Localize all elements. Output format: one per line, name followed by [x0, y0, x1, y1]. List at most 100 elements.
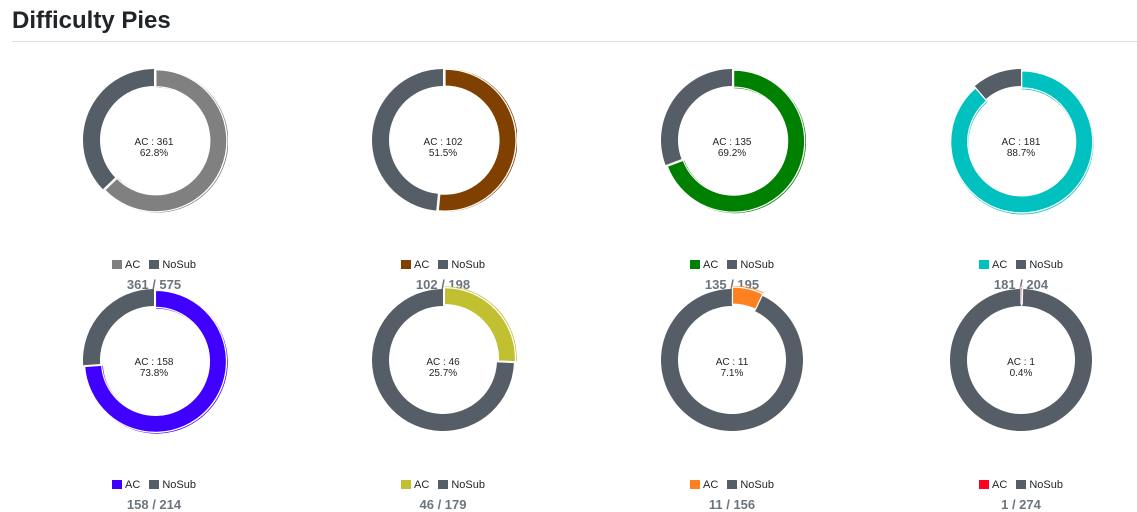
legend-item-nosub[interactable]: NoSub [1016, 479, 1063, 491]
solved-count: 46 / 179 [419, 497, 467, 512]
legend-label-nosub: NoSub [1029, 479, 1063, 491]
difficulty-pie-7: AC : 11 7.1% AC NoSub 11 / 156 [622, 286, 842, 512]
page-title: Difficulty Pies [12, 7, 171, 34]
legend-swatch-ac [401, 480, 411, 489]
donut-chart: AC : 361 62.8% [83, 69, 228, 213]
donut-slice-ac[interactable] [437, 68, 517, 212]
legend-item-nosub[interactable]: NoSub [727, 259, 774, 271]
donut-slice-ac[interactable] [84, 289, 228, 433]
donut-slice-ac[interactable] [666, 69, 806, 213]
difficulty-pie-4: AC : 181 88.7% AC NoSub 181 / 204 [911, 66, 1131, 292]
chart-legend: AC NoSub [44, 259, 264, 271]
donut-arcs [950, 69, 1094, 215]
legend-item-nosub[interactable]: NoSub [149, 479, 196, 491]
legend-label-nosub: NoSub [162, 479, 196, 491]
legend-item-nosub[interactable]: NoSub [1016, 259, 1063, 271]
donut-chart: AC : 102 51.5% [371, 68, 517, 212]
center-label-ac: AC : 102 [424, 137, 463, 148]
donut-slice-nosub[interactable] [974, 69, 1021, 99]
legend-item-ac[interactable]: AC [979, 259, 1007, 271]
legend-swatch-ac [979, 260, 989, 269]
solved-count: 181 / 204 [993, 277, 1049, 292]
legend-swatch-nosub [1016, 480, 1027, 489]
donut-slice-ac[interactable] [950, 70, 1094, 214]
legend-item-ac[interactable]: AC [979, 479, 1007, 491]
center-label-percent: 51.5% [429, 148, 457, 159]
legend-swatch-nosub [727, 260, 738, 269]
center-label-ac: AC : 1 [1007, 357, 1035, 368]
legend-item-ac[interactable]: AC [690, 479, 718, 491]
donut-slice-nosub[interactable] [661, 69, 732, 166]
legend-swatch-nosub [727, 480, 738, 489]
difficulty-pie-6: AC : 46 25.7% AC NoSub 46 / 179 [333, 286, 553, 512]
chart-legend: AC NoSub [44, 479, 264, 491]
solved-count: 11 / 156 [708, 497, 756, 512]
legend-swatch-ac [690, 480, 700, 489]
chart-legend: AC NoSub [333, 259, 553, 271]
donut-slice-ac[interactable] [443, 287, 516, 363]
center-label-percent: 73.8% [140, 368, 168, 379]
legend-item-ac[interactable]: AC [112, 259, 140, 271]
donut-arcs [661, 286, 803, 431]
donut-arcs [372, 286, 517, 431]
center-label-ac: AC : 158 [135, 357, 174, 368]
center-label-ac: AC : 361 [135, 137, 174, 148]
difficulty-pie-8: AC : 1 0.4% AC NoSub 1 / 274 [911, 286, 1131, 512]
center-label-ac: AC : 135 [713, 137, 752, 148]
difficulty-pie-1: AC : 361 62.8% AC NoSub 361 / 575 [44, 66, 264, 292]
center-label-percent: 7.1% [721, 368, 744, 379]
donut-slice-ac[interactable] [103, 69, 228, 213]
donut-slice-nosub[interactable] [371, 69, 443, 211]
legend-label-nosub: NoSub [451, 259, 485, 271]
legend-item-nosub[interactable]: NoSub [727, 479, 774, 491]
difficulty-pie-3: AC : 135 69.2% AC NoSub 135 / 195 [622, 66, 842, 292]
legend-item-ac[interactable]: AC [690, 259, 718, 271]
legend-label-nosub: NoSub [740, 259, 774, 271]
difficulty-pie-5: AC : 158 73.8% AC NoSub 158 / 214 [44, 286, 264, 512]
solved-count: 1 / 274 [1001, 497, 1041, 512]
legend-swatch-nosub [438, 480, 449, 489]
page-header: Difficulty Pies [12, 4, 1137, 42]
donut-chart: AC : 158 73.8% [83, 289, 228, 434]
legend-label-ac: AC [125, 479, 141, 491]
donut-chart: AC : 1 0.4% [950, 286, 1092, 431]
difficulty-pie-2: AC : 102 51.5% AC NoSub 102 / 198 [333, 66, 553, 292]
center-label-ac: AC : 11 [716, 357, 749, 368]
legend-label-nosub: NoSub [1029, 259, 1063, 271]
donut-arcs [83, 69, 228, 213]
solved-count: 361 / 575 [126, 277, 182, 292]
legend-swatch-nosub [438, 260, 449, 269]
legend-label-ac: AC [414, 259, 430, 271]
legend-label-ac: AC [414, 479, 430, 491]
legend-swatch-ac [690, 260, 700, 269]
chart-legend: AC NoSub [911, 479, 1131, 491]
legend-item-nosub[interactable]: NoSub [438, 479, 485, 491]
legend-label-nosub: NoSub [451, 479, 485, 491]
legend-swatch-ac [112, 260, 122, 269]
chart-legend: AC NoSub [622, 259, 842, 271]
legend-item-ac[interactable]: AC [112, 479, 140, 491]
legend-item-ac[interactable]: AC [401, 259, 429, 271]
legend-label-ac: AC [703, 479, 719, 491]
legend-label-ac: AC [703, 259, 719, 271]
center-label-percent: 0.4% [1010, 368, 1033, 379]
center-label-ac: AC : 181 [1002, 137, 1041, 148]
center-label-ac: AC : 46 [426, 357, 460, 368]
donut-slice-nosub[interactable] [83, 289, 154, 366]
legend-item-ac[interactable]: AC [401, 479, 429, 491]
legend-item-nosub[interactable]: NoSub [149, 259, 196, 271]
donut-slice-nosub[interactable] [83, 69, 154, 190]
center-label-percent: 62.8% [140, 148, 168, 159]
solved-count: 158 / 214 [126, 497, 182, 512]
donut-slice-ac[interactable] [731, 286, 764, 311]
legend-item-nosub[interactable]: NoSub [438, 259, 485, 271]
legend-label-ac: AC [992, 259, 1008, 271]
legend-swatch-nosub [149, 260, 160, 269]
legend-label-nosub: NoSub [740, 479, 774, 491]
legend-swatch-ac [979, 480, 989, 489]
donut-arcs [950, 286, 1092, 431]
donut-chart: AC : 46 25.7% [372, 286, 517, 431]
donut-slice-ac[interactable] [1020, 286, 1024, 305]
legend-swatch-ac [401, 260, 411, 269]
donut-arcs [371, 68, 517, 212]
